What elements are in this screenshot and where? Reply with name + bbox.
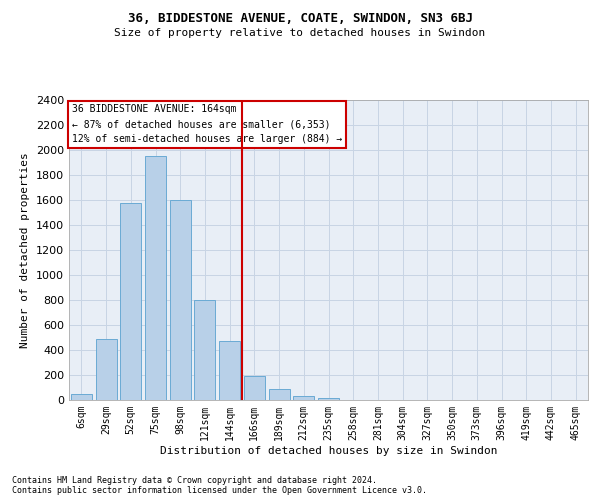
Bar <box>170 200 191 400</box>
X-axis label: Distribution of detached houses by size in Swindon: Distribution of detached houses by size … <box>160 446 497 456</box>
Text: 36 BIDDESTONE AVENUE: 164sqm
← 87% of detached houses are smaller (6,353)
12% of: 36 BIDDESTONE AVENUE: 164sqm ← 87% of de… <box>71 104 342 144</box>
Bar <box>194 300 215 400</box>
Bar <box>244 376 265 400</box>
Text: Size of property relative to detached houses in Swindon: Size of property relative to detached ho… <box>115 28 485 38</box>
Bar <box>293 396 314 400</box>
Text: Contains public sector information licensed under the Open Government Licence v3: Contains public sector information licen… <box>12 486 427 495</box>
Bar <box>71 394 92 400</box>
Bar <box>95 339 116 400</box>
Bar <box>145 156 166 400</box>
Y-axis label: Number of detached properties: Number of detached properties <box>20 152 31 348</box>
Text: 36, BIDDESTONE AVENUE, COATE, SWINDON, SN3 6BJ: 36, BIDDESTONE AVENUE, COATE, SWINDON, S… <box>128 12 473 26</box>
Bar <box>219 340 240 400</box>
Text: Contains HM Land Registry data © Crown copyright and database right 2024.: Contains HM Land Registry data © Crown c… <box>12 476 377 485</box>
Bar <box>269 389 290 400</box>
Bar <box>318 398 339 400</box>
Bar <box>120 202 141 400</box>
